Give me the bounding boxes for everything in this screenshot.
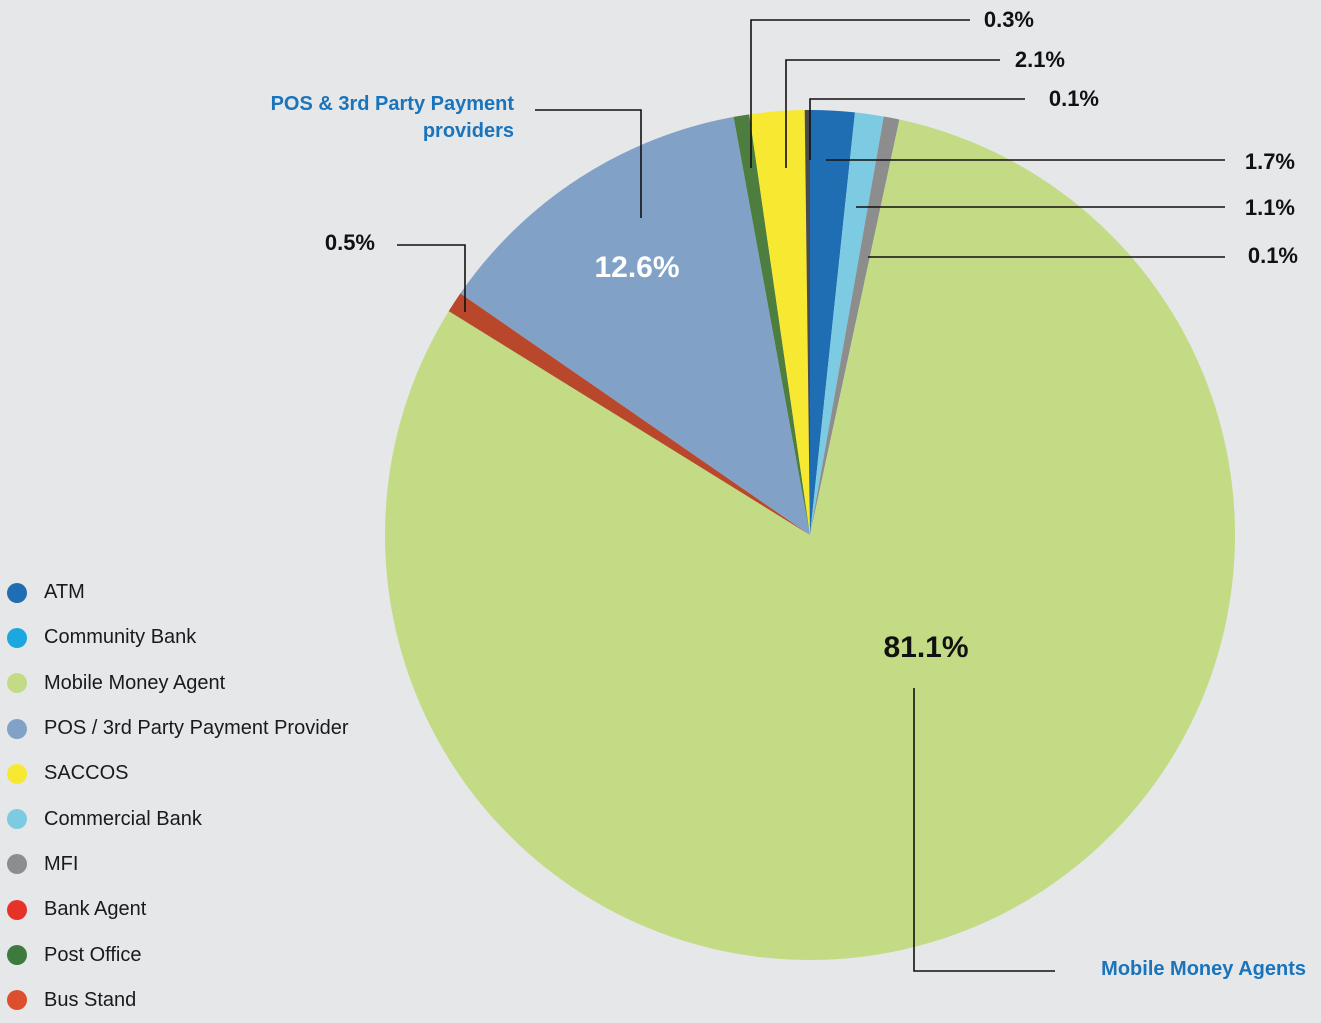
label-mobile-money: 81.1%	[883, 631, 968, 664]
label-mfi: 0.1%	[1248, 243, 1298, 268]
legend-label: SACCOS	[44, 762, 129, 785]
label-bus-stand: 0.5%	[325, 230, 375, 255]
legend-item: Bus Stand	[7, 978, 349, 1023]
pie-slices	[384, 109, 1235, 961]
legend-item: POS / 3rd Party Payment Provider	[7, 706, 349, 751]
legend-swatch	[7, 854, 27, 875]
legend-item: MFI	[7, 842, 349, 887]
legend-item: Post Office	[7, 932, 349, 977]
slice-bus-stand	[448, 293, 810, 535]
leader-pos	[535, 109, 642, 218]
label-atm: 1.7%	[1245, 149, 1295, 174]
legend-label: MFI	[44, 852, 79, 875]
legend-item: Commercial Bank	[7, 796, 349, 841]
legend-label: Commercial Bank	[44, 807, 202, 830]
legend-item: Mobile Money Agent	[7, 661, 349, 706]
legend-swatch	[7, 763, 27, 784]
legend-item: Community Bank	[7, 615, 349, 660]
slice-pos-3rd-party-payment-provider	[460, 116, 810, 536]
callout-pos-line1: POS & 3rd Party Payment providers	[271, 93, 515, 142]
legend-swatch	[7, 899, 27, 920]
slice-mfi	[810, 116, 900, 536]
leader-mobile-money	[913, 688, 1055, 972]
slice-post-office	[733, 114, 810, 536]
label-post-office: 0.3%	[984, 7, 1034, 32]
legend: ATM Community Bank Mobile Money Agent POS /…	[7, 570, 349, 1023]
slice-community-bank	[804, 109, 810, 535]
label-commercial-bank: 1.1%	[1245, 195, 1295, 220]
legend-label: Bank Agent	[44, 898, 147, 921]
slice-mobile-money-agent	[384, 119, 1235, 961]
leader-lines	[397, 19, 1225, 972]
legend-item: SACCOS	[7, 751, 349, 796]
leader-community-bank	[809, 98, 1025, 160]
label-pos: 12.6%	[594, 251, 679, 284]
legend-label: Post Office	[44, 943, 142, 966]
legend-label: POS / 3rd Party Payment Provider	[44, 717, 349, 740]
label-saccos: 2.1%	[1015, 47, 1065, 72]
slice-commercial-bank	[810, 112, 884, 535]
legend-swatch	[7, 627, 27, 648]
legend-label: ATM	[44, 581, 85, 604]
legend-label: Community Bank	[44, 626, 197, 649]
legend-item: ATM	[7, 570, 349, 615]
legend-swatch	[7, 990, 27, 1011]
legend-swatch	[7, 718, 27, 739]
legend-label: Bus Stand	[44, 988, 137, 1011]
slice-atm	[810, 110, 855, 535]
legend-swatch	[7, 582, 27, 603]
label-community-bank: 0.1%	[1049, 86, 1099, 111]
slice-saccos	[749, 110, 810, 535]
legend-swatch	[7, 809, 27, 830]
callout-mobile-money: Mobile Money Agents	[1101, 958, 1306, 980]
legend-item: Bank Agent	[7, 887, 349, 932]
legend-swatch	[7, 673, 27, 694]
leader-post-office	[750, 19, 970, 168]
legend-label: Mobile Money Agent	[44, 671, 226, 694]
leader-bus-stand	[397, 244, 466, 312]
legend-swatch	[7, 945, 27, 966]
leader-saccos	[785, 59, 1000, 168]
